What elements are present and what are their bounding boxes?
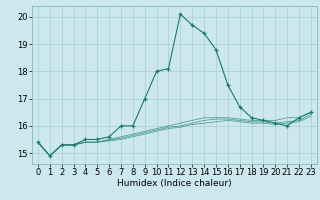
X-axis label: Humidex (Indice chaleur): Humidex (Indice chaleur) — [117, 179, 232, 188]
